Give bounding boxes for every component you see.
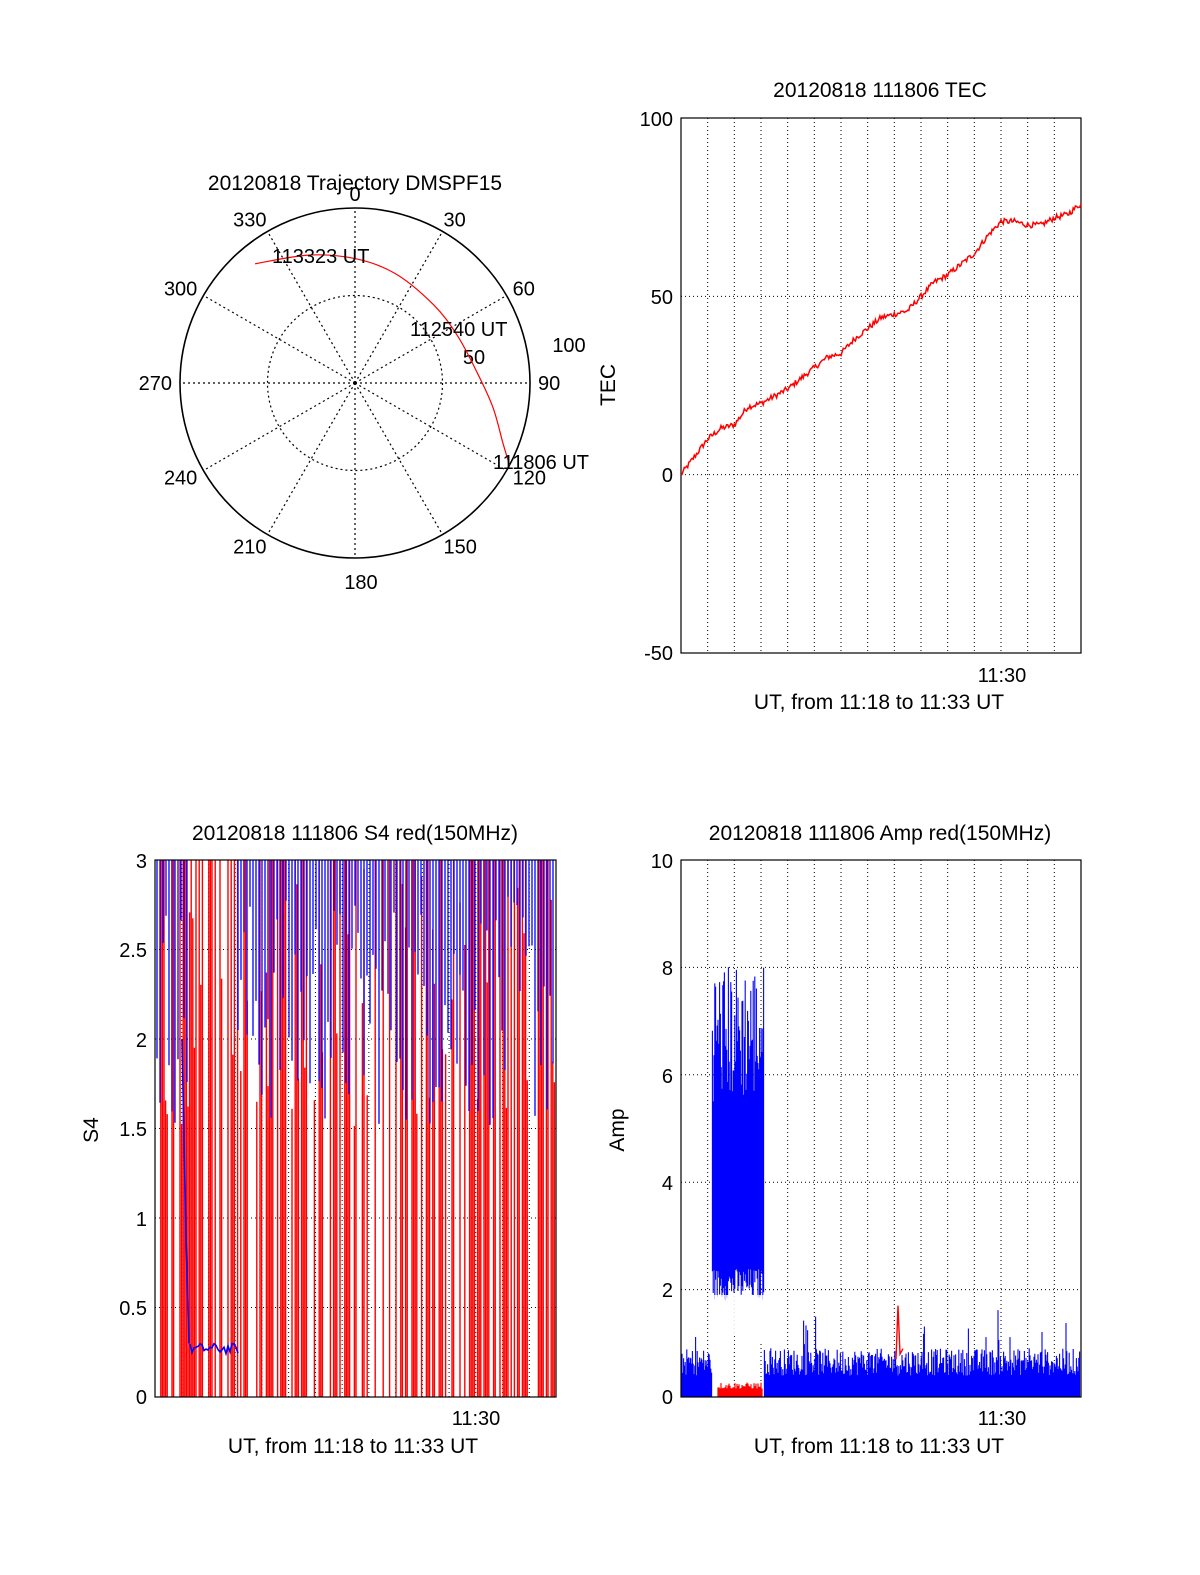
s4-xtick-1130: 11:30: [452, 1408, 501, 1430]
amp-chart: 20120818 111806 Amp red(150MHz) 10 8 6 4…: [606, 822, 1082, 1458]
polar-spoke-150: [354, 382, 444, 535]
s4-chart: 20120818 111806 S4 red(150MHz) 3 2.5 2 1…: [80, 822, 557, 1458]
amp-ytick-2: 2: [662, 1280, 673, 1302]
polar-chart: 20120818 Trajectory DMSPF15 0 30 60 90 120 15…: [139, 172, 589, 594]
amp-xtick-1130: 11:30: [978, 1408, 1027, 1430]
s4-blue-drop: [181, 1038, 190, 1344]
polar-title: 20120818 Trajectory DMSPF15: [208, 172, 502, 195]
tec-series-red: [680, 203, 1082, 476]
polar-annotation-mid: 112540 UT: [410, 319, 507, 341]
polar-grid: [179, 207, 531, 559]
amp-burst-gap: [712, 1295, 764, 1365]
s4-ytick-3: 3: [136, 851, 147, 873]
amp-series-red: [717, 1305, 904, 1397]
amp-ytick-8: 8: [662, 958, 673, 980]
polar-spoke-120: [354, 382, 507, 472]
polar-annotation-end: 113323 UT: [272, 246, 369, 268]
s4-blue-plateau: [189, 1342, 239, 1357]
polar-radius-label-50: 50: [463, 347, 485, 369]
s4-ytick-0: 0: [136, 1387, 147, 1409]
polar-spoke-240: [203, 382, 356, 472]
s4-plot-frame: [154, 859, 557, 1398]
polar-spoke-60: [354, 294, 507, 384]
polar-spoke-210: [266, 382, 356, 535]
polar-angle-label-90: 90: [538, 373, 560, 395]
polar-spoke-330: [266, 231, 356, 384]
amp-ytick-0: 0: [662, 1387, 673, 1409]
s4-ytick-1: 1: [136, 1209, 147, 1231]
s4-ytick-2.5: 2.5: [119, 940, 147, 962]
polar-angle-label-180: 180: [344, 572, 377, 594]
polar-spoke-300: [203, 294, 356, 384]
tec-ytick-0: 0: [662, 465, 673, 487]
tec-ytick-50: 50: [651, 287, 673, 309]
polar-angle-label-60: 60: [513, 279, 535, 301]
amp-ytick-10: 10: [651, 851, 673, 873]
tec-xtick-1130: 11:30: [978, 665, 1027, 687]
polar-angle-label-150: 150: [444, 537, 477, 559]
amp-ylabel: Amp: [606, 1108, 629, 1151]
amp-ytick-4: 4: [662, 1173, 673, 1195]
amp-xlabel: UT, from 11:18 to 11:33 UT: [754, 1435, 1004, 1458]
s4-ytick-1.5: 1.5: [119, 1119, 147, 1141]
s4-ytick-0.5: 0.5: [119, 1298, 147, 1320]
amp-blue-trace: [681, 967, 1081, 1397]
polar-angle-label-210: 210: [233, 537, 266, 559]
tec-plot-frame: [680, 117, 1082, 654]
polar-angle-label-0: 0: [349, 184, 360, 206]
polar-outer-ring: [179, 207, 531, 559]
amp-plot-frame: [680, 859, 1082, 1398]
tec-xlabel: UT, from 11:18 to 11:33 UT: [754, 691, 1004, 714]
polar-angle-label-330: 330: [233, 209, 266, 231]
polar-angle-label-270: 270: [139, 373, 172, 395]
amp-ytick-6: 6: [662, 1066, 673, 1088]
s4-title: 20120818 111806 S4 red(150MHz): [192, 822, 518, 845]
tec-ytick-100: 100: [640, 109, 673, 131]
tec-chart: 20120818 111806 TEC 100 50 0 -50 11:30 U…: [597, 79, 1082, 714]
amp-red-spike: [895, 1305, 904, 1360]
polar-annotation-start: 111806 UT: [493, 452, 589, 474]
tec-ylabel: TEC: [597, 364, 620, 406]
s4-ytick-2: 2: [136, 1030, 147, 1052]
polar-angle-label-240: 240: [164, 468, 197, 490]
polar-angle-label-300: 300: [164, 279, 197, 301]
s4-blue-spikes: [156, 860, 554, 1125]
polar-angle-label-120: 120: [513, 468, 546, 490]
amp-title: 20120818 111806 Amp red(150MHz): [709, 822, 1051, 845]
polar-radius-label-100: 100: [552, 335, 585, 357]
s4-series-blue: [156, 860, 554, 1357]
tec-grid: [681, 118, 1081, 653]
polar-spoke-30: [354, 231, 444, 384]
s4-red-spikes: [160, 860, 556, 1397]
polar-angle-label-30: 30: [444, 209, 466, 231]
s4-xlabel: UT, from 11:18 to 11:33 UT: [228, 1435, 478, 1458]
polar-angle-labels: 0 30 60 90 120 150 180 210 240 270 300 330: [139, 184, 561, 594]
polar-trajectory-line: [254, 254, 511, 466]
tec-title: 20120818 111806 TEC: [773, 79, 987, 102]
s4-ylabel: S4: [80, 1117, 103, 1143]
polar-ring-50: [266, 294, 444, 472]
amp-series-blue: [681, 967, 1081, 1397]
tec-ytick-minus50: -50: [644, 643, 673, 665]
s4-series-red: [160, 860, 556, 1397]
amp-red-trace: [717, 1382, 763, 1397]
